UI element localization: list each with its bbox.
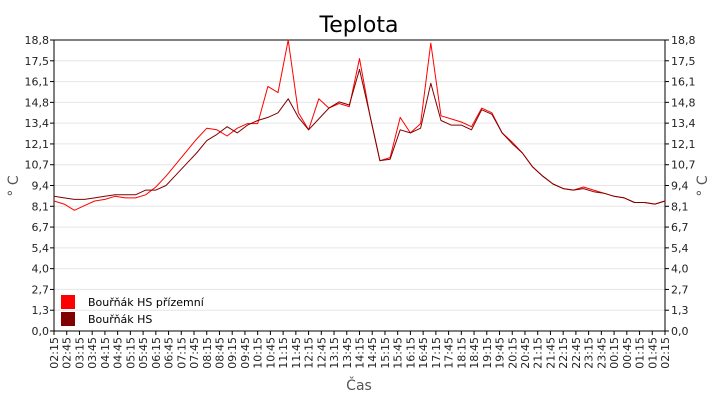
y-tick-label-right: 9,4 [671,180,689,193]
legend-label: Bouřňák HS [88,313,152,326]
y-tick-label-right: 4,0 [671,263,689,276]
y-axis-label-left: ° C [6,175,22,196]
x-tick-label: 09:15 [226,337,239,369]
x-tick-label: 14:45 [366,337,379,369]
x-tick-label: 05:45 [137,337,150,369]
y-axis-right: 0,0 1,3 2,7 4,0 5,4 6,7 8,1 9,4 10,7 12,1 13,4 14,8… [665,34,696,338]
x-axis: 02:15 02:45 03:15 03:45 04:15 04:45 05:15 05:45… [48,331,672,369]
x-tick-label: 09:45 [239,337,252,369]
y-tick-label-right: 12,1 [671,138,696,151]
x-tick-label: 00:15 [608,337,621,369]
x-tick-label: 04:45 [112,337,125,369]
x-tick-label: 13:15 [328,337,341,369]
y-tick-label-left: 16,1 [25,76,50,89]
y-tick-label-left: 6,7 [32,221,50,234]
x-tick-label: 10:15 [252,337,265,369]
y-tick-label-left: 18,8 [25,34,50,47]
series-layer [53,39,666,211]
y-tick-label-left: 12,1 [25,138,50,151]
x-tick-label: 05:15 [124,337,137,369]
y-tick-label-left: 0,0 [32,325,50,338]
series-line [53,68,666,205]
x-tick-label: 06:15 [150,337,163,369]
y-tick-label-left: 4,0 [32,263,50,276]
x-tick-label: 16:15 [404,337,417,369]
y-tick-label-left: 5,4 [32,242,50,255]
y-tick-label-left: 13,4 [25,117,50,130]
x-tick-label: 08:15 [201,337,214,369]
x-tick-label: 08:45 [213,337,226,369]
legend-swatch [61,295,75,309]
legend-label: Bouřňák HS přízemní [88,296,205,309]
x-tick-label: 11:15 [277,337,290,369]
y-tick-label-right: 16,1 [671,76,696,89]
y-tick-label-left: 9,4 [32,180,50,193]
y-tick-label-left: 14,8 [25,96,50,109]
x-tick-label: 01:45 [646,337,659,369]
x-tick-label: 19:45 [494,337,507,369]
y-tick-label-left: 10,7 [25,159,50,172]
y-tick-label-right: 18,8 [671,34,696,47]
y-tick-label-left: 17,5 [25,55,50,68]
x-tick-label: 23:15 [583,337,596,369]
x-tick-label: 19:15 [481,337,494,369]
chart-title: Teplota [319,13,399,38]
y-tick-label-right: 8,1 [671,200,689,213]
x-tick-label: 11:45 [290,337,303,369]
y-tick-label-right: 14,8 [671,96,696,109]
x-tick-label: 10:45 [264,337,277,369]
x-tick-label: 03:45 [86,337,99,369]
x-tick-label: 15:15 [379,337,392,369]
y-tick-label-right: 6,7 [671,221,689,234]
x-tick-label: 22:45 [570,337,583,369]
x-tick-label: 01:15 [634,337,647,369]
y-tick-label-right: 0,0 [671,325,689,338]
y-tick-label-right: 13,4 [671,117,696,130]
series-line [53,39,666,211]
y-tick-label-right: 5,4 [671,242,689,255]
x-tick-label: 22:15 [557,337,570,369]
x-tick-label: 17:45 [443,337,456,369]
x-tick-label: 12:45 [315,337,328,369]
y-axis-label-right: ° C [695,175,711,196]
x-tick-label: 23:45 [595,337,608,369]
y-axis-left: 0,0 1,3 2,7 4,0 5,4 6,7 8,1 9,4 10,7 12,1 13,4 14,8… [25,34,54,338]
x-tick-label: 04:15 [99,337,112,369]
y-tick-label-right: 17,5 [671,55,696,68]
y-tick-label-right: 10,7 [671,159,696,172]
x-tick-label: 21:45 [544,337,557,369]
y-tick-label-right: 1,3 [671,304,689,317]
x-tick-label: 00:45 [621,337,634,369]
x-tick-label: 07:15 [175,337,188,369]
x-tick-label: 02:15 [659,337,672,369]
x-tick-label: 16:45 [417,337,430,369]
x-tick-label: 12:15 [303,337,316,369]
x-tick-label: 02:15 [48,337,61,369]
legend-swatch [61,312,75,326]
legend: Bouřňák HS přízemní Bouřňák HS [61,295,205,326]
y-tick-label-left: 8,1 [32,200,50,213]
x-tick-label: 13:45 [341,337,354,369]
x-tick-label: 07:45 [188,337,201,369]
x-tick-label: 21:15 [532,337,545,369]
x-tick-label: 02:45 [61,337,74,369]
x-tick-label: 15:45 [392,337,405,369]
x-axis-label: Čas [346,376,372,394]
y-tick-label-left: 1,3 [32,304,50,317]
x-tick-label: 03:15 [73,337,86,369]
x-tick-label: 18:15 [455,337,468,369]
x-tick-label: 17:15 [430,337,443,369]
x-tick-label: 18:45 [468,337,481,369]
x-tick-label: 20:45 [519,337,532,369]
x-tick-label: 14:15 [354,337,367,369]
x-tick-label: 20:15 [506,337,519,369]
y-tick-label-left: 2,7 [32,283,50,296]
x-tick-label: 06:45 [163,337,176,369]
grid-lines [54,60,665,311]
y-tick-label-right: 2,7 [671,283,689,296]
